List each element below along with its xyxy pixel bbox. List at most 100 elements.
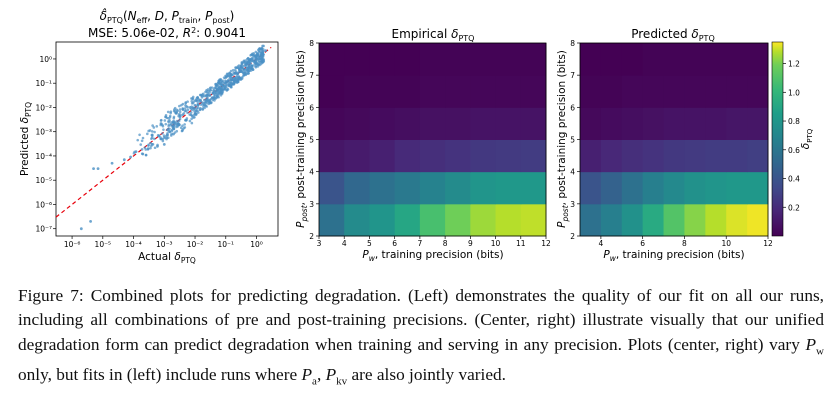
empirical-heatmap-cell (520, 75, 547, 108)
empirical-heatmap-cell (419, 43, 446, 76)
predicted-y-tick-label: 8 (570, 39, 575, 48)
empirical-heatmap-cell (419, 139, 446, 173)
scatter-y-tick-label: 10⁻⁵ (35, 176, 52, 185)
empirical-heatmap-cell (319, 139, 345, 173)
predicted-heatmap-cell (747, 43, 769, 76)
scatter-point (226, 74, 230, 78)
empirical-x-tick-label: 5 (367, 239, 372, 248)
empirical-heatmap-cell (344, 107, 370, 140)
empirical-x-tick-label: 7 (417, 239, 422, 248)
predicted-x-tick-label: 4 (598, 239, 603, 248)
scatter-point (184, 101, 187, 105)
scatter-point (229, 69, 233, 73)
scatter-point (231, 73, 235, 77)
scatter-point (155, 125, 159, 128)
colorbar-tick-label: 0.8 (788, 117, 800, 126)
empirical-x-tick-label: 10 (491, 239, 501, 248)
scatter-point (184, 109, 188, 112)
empirical-y-tick-label: 4 (309, 168, 314, 177)
scatter-point (161, 132, 164, 135)
empirical-heatmap-cell (495, 203, 522, 237)
scatter-point (173, 131, 177, 134)
predicted-y-ticks: 2 3 4 5 6 7 8 (570, 39, 580, 241)
scatter-point (206, 95, 209, 99)
empirical-heatmap-cell (344, 203, 370, 237)
scatter-point (143, 146, 147, 149)
predicted-heatmap-cell (726, 203, 748, 237)
scatter-point (147, 143, 150, 147)
scatter-panel: δ̂PTQ(Neff, D, Ptrain, Ppost) MSE: 5.06e… (19, 7, 279, 265)
colorbar-label: δPTQ (800, 128, 814, 149)
scatter-point (217, 85, 220, 88)
scatter-point (240, 60, 244, 64)
scatter-point (178, 115, 182, 118)
scatter-point (247, 59, 251, 63)
scatter-point (207, 102, 210, 106)
scatter-point (245, 62, 248, 66)
scatter-y-tick-label: 10⁻² (35, 103, 52, 112)
caption-body: Combined plots for predicting degradatio… (18, 286, 825, 388)
scatter-point (184, 104, 187, 107)
scatter-point (220, 86, 224, 90)
scatter-point (202, 92, 205, 96)
empirical-heatmap-cell (445, 107, 471, 140)
predicted-y-tick-label: 5 (570, 136, 575, 145)
empirical-y-tick-label: 5 (309, 136, 314, 145)
scatter-point (161, 139, 165, 143)
predicted-heatmap-cell (705, 107, 727, 140)
scatter-point (212, 87, 216, 90)
predicted-heatmap-cell (747, 171, 769, 205)
empirical-heatmap-cell (394, 43, 421, 76)
scatter-point (184, 119, 188, 122)
scatter-point (172, 121, 175, 124)
scatter-point (239, 65, 242, 69)
predicted-heatmap-cell (621, 75, 644, 108)
scatter-y-tick-label: 10⁻¹ (35, 79, 52, 88)
scatter-point (173, 106, 177, 110)
empirical-heatmap-cell (445, 203, 471, 237)
scatter-point (166, 128, 169, 132)
scatter-point (240, 75, 244, 79)
scatter-point (150, 130, 154, 133)
scatter-point (190, 121, 194, 125)
predicted-heatmap-title: Predicted δPTQ (631, 27, 715, 43)
scatter-axes-frame (55, 41, 279, 237)
scatter-y-tick-label: 10⁰ (39, 55, 52, 64)
scatter-point (223, 76, 227, 80)
empirical-heatmap-cell (445, 139, 471, 173)
empirical-heatmap-cell (495, 139, 522, 173)
scatter-point (213, 93, 216, 97)
scatter-point (150, 137, 153, 141)
predicted-heatmap-cell (642, 107, 665, 140)
scatter-point (168, 114, 172, 118)
scatter-point (162, 142, 166, 146)
scatter-point (159, 137, 162, 141)
scatter-point (188, 119, 192, 123)
empirical-heatmap-cell (419, 75, 446, 108)
scatter-point (208, 91, 211, 94)
scatter-point (220, 91, 224, 94)
scatter-point (201, 107, 204, 111)
scatter-point (242, 67, 246, 71)
empirical-heatmap-cell (470, 139, 497, 173)
scatter-point (262, 59, 266, 63)
scatter-point (225, 89, 229, 92)
scatter-x-ticks: 10⁻⁶ 10⁻⁵ 10⁻⁴ 10⁻³ 10⁻² 10⁻¹ 10⁰ (64, 236, 263, 249)
scatter-point (214, 82, 217, 86)
empirical-heatmap-cell (369, 43, 396, 76)
scatter-point (228, 81, 231, 85)
scatter-point (139, 143, 143, 146)
predicted-heatmap-cell (663, 107, 685, 140)
scatter-point (190, 108, 194, 111)
empirical-heatmap-cell (470, 75, 497, 108)
scatter-point (180, 103, 183, 107)
scatter-point (170, 132, 173, 136)
scatter-point (175, 119, 179, 123)
predicted-heatmap-cell (580, 75, 602, 108)
scatter-point (183, 126, 187, 129)
scatter-point (213, 97, 216, 100)
scatter-point (161, 137, 165, 141)
empirical-heatmap-cell (445, 75, 471, 108)
colorbar-tick-label: 0.2 (788, 203, 800, 212)
predicted-heatmap-panel: Predicted δPTQ 4 6 8 10 12 2 3 4 5 6 7 8 Pw, train… (556, 27, 814, 263)
